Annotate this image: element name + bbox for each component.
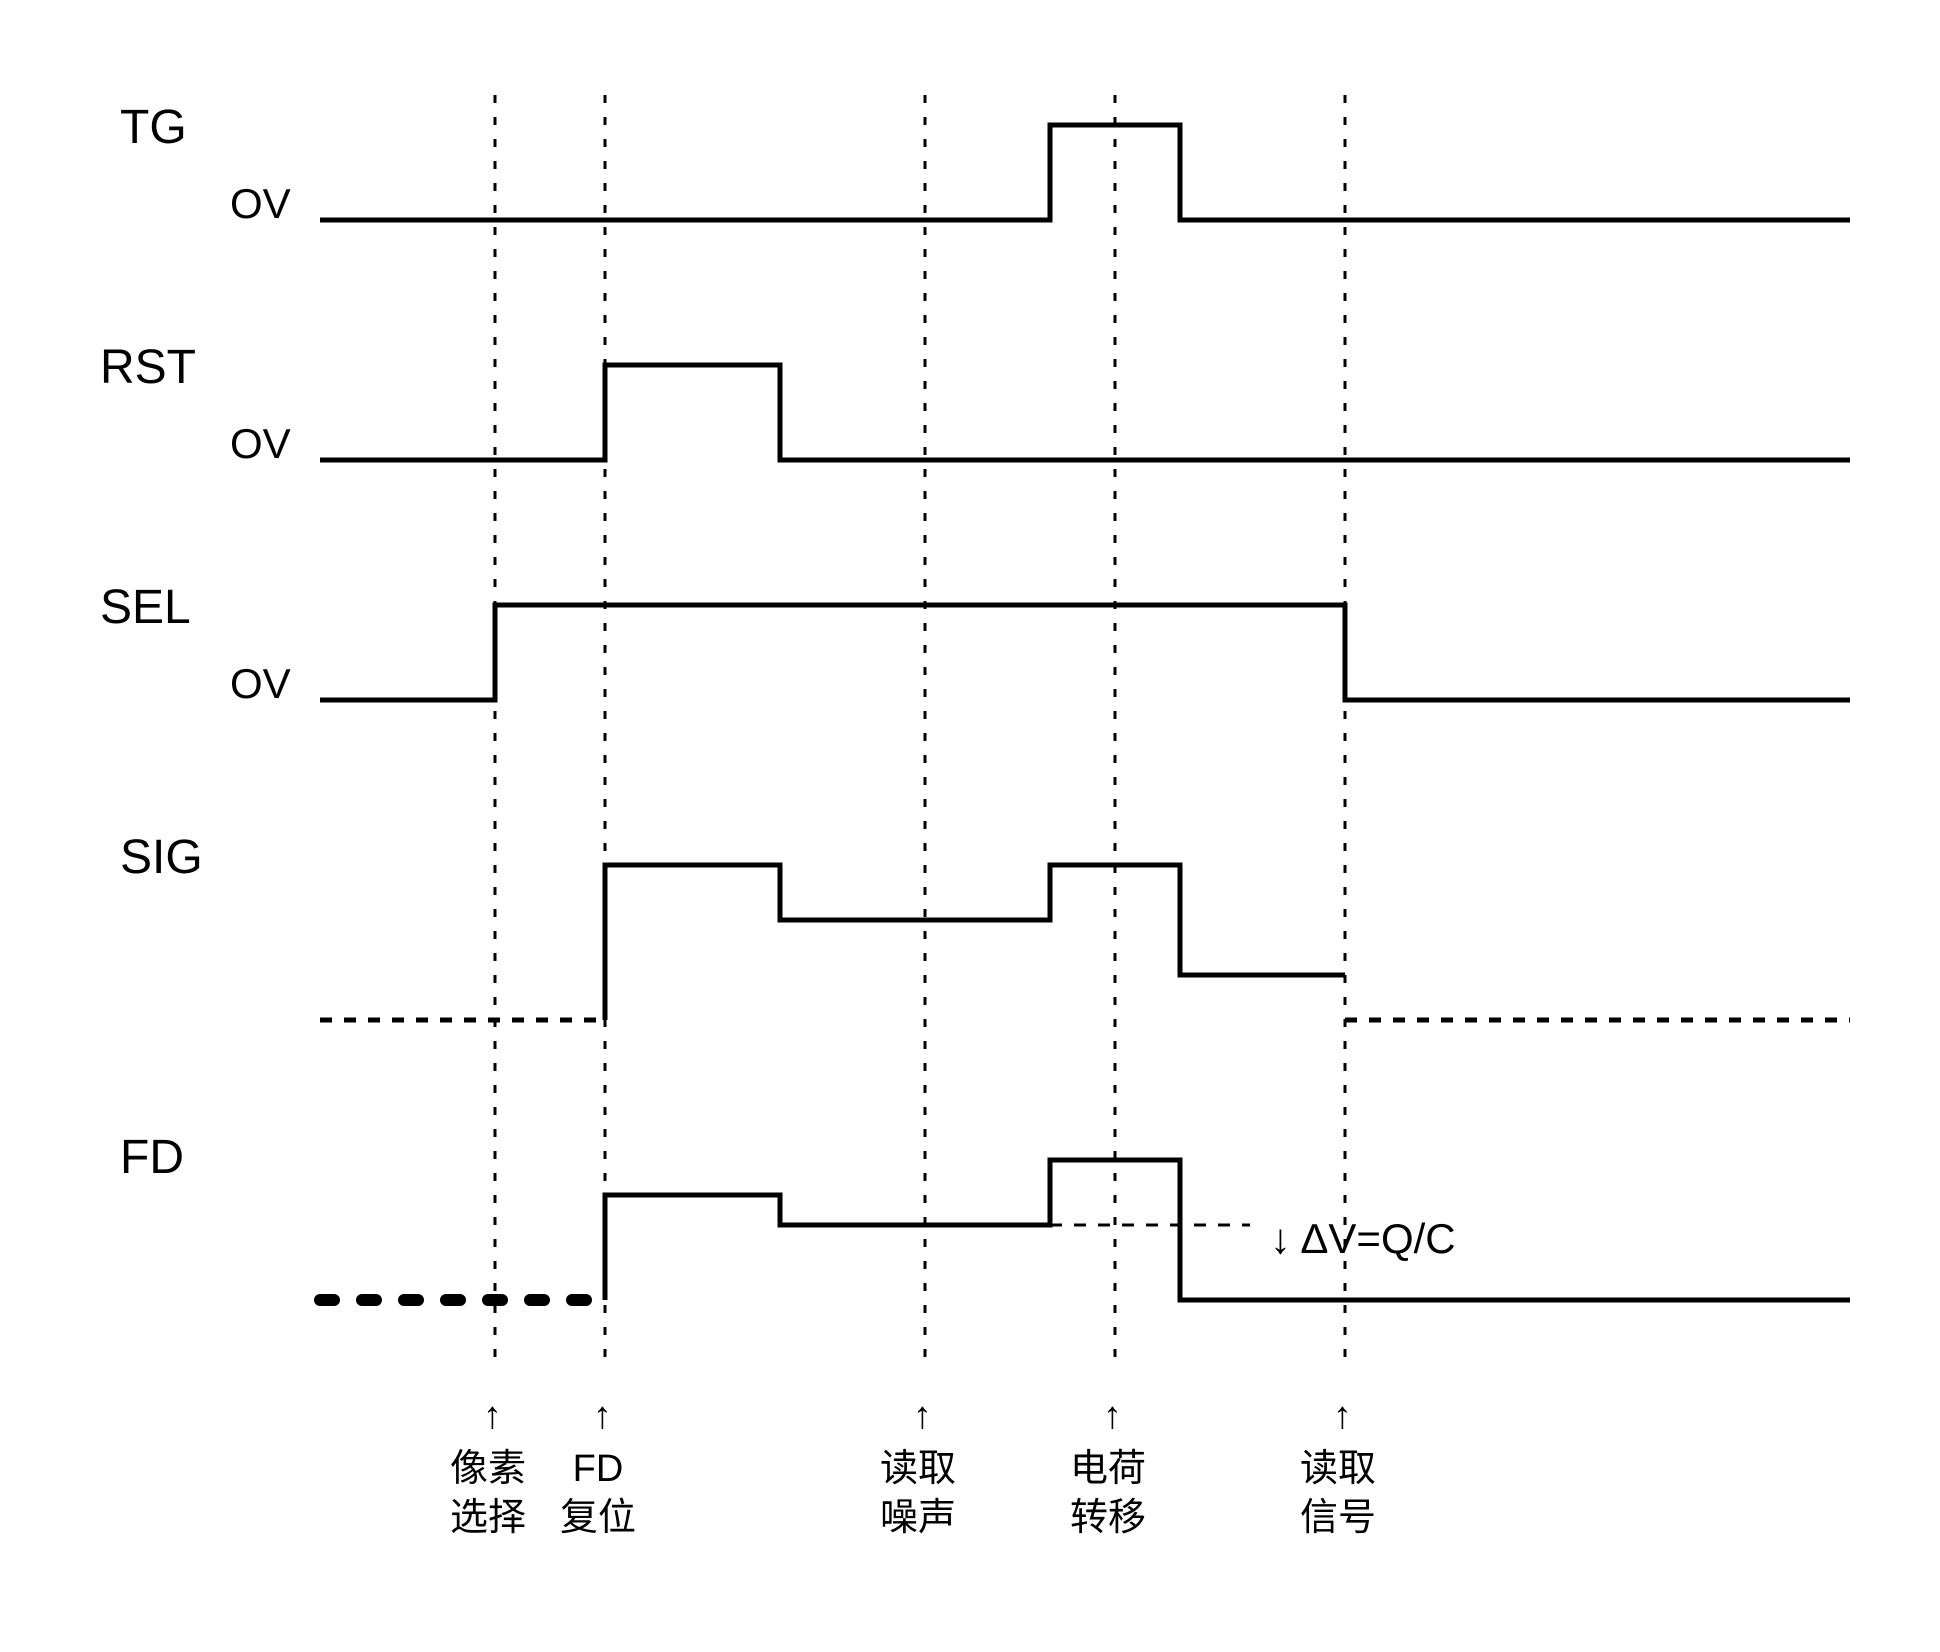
phase-label-line2-1: 复位: [560, 1494, 636, 1543]
phase-label-3: 电荷转移: [1070, 1445, 1146, 1544]
waveform-fd: [605, 1160, 1850, 1300]
diagram-svg: [0, 0, 1940, 1652]
phase-label-line1-3: 电荷: [1070, 1445, 1146, 1494]
phase-label-1: FD复位: [560, 1445, 636, 1544]
waveform-sel: [320, 605, 1850, 700]
phase-arrow-3: ↑: [1103, 1395, 1122, 1438]
phase-label-line1-0: 像素: [450, 1445, 526, 1494]
phase-label-2: 读取噪声: [880, 1445, 956, 1544]
waveform-rst: [320, 365, 1850, 460]
level-label-sel: OV: [230, 660, 291, 708]
delta-v-annotation: ↓ ΔV=Q/C: [1270, 1215, 1456, 1263]
signal-label-sig: SIG: [120, 830, 203, 885]
waveform-tg: [320, 125, 1850, 220]
phase-label-line2-3: 转移: [1070, 1494, 1146, 1543]
waveform-sig: [605, 865, 1345, 1020]
level-label-tg: OV: [230, 180, 291, 228]
phase-arrow-2: ↑: [913, 1395, 932, 1438]
phase-arrow-0: ↑: [483, 1395, 502, 1438]
phase-label-4: 读取信号: [1300, 1445, 1376, 1544]
phase-arrow-1: ↑: [593, 1395, 612, 1438]
timing-diagram: [0, 0, 1940, 1652]
signal-label-rst: RST: [100, 340, 196, 395]
signal-label-fd: FD: [120, 1130, 184, 1185]
phase-label-line1-2: 读取: [880, 1445, 956, 1494]
phase-label-line2-0: 选择: [450, 1494, 526, 1543]
level-label-rst: OV: [230, 420, 291, 468]
phase-label-line1-1: FD: [560, 1445, 636, 1494]
phase-label-line1-4: 读取: [1300, 1445, 1376, 1494]
signal-label-tg: TG: [120, 100, 187, 155]
phase-label-line2-4: 信号: [1300, 1494, 1376, 1543]
phase-label-0: 像素选择: [450, 1445, 526, 1544]
signal-label-sel: SEL: [100, 580, 191, 635]
phase-label-line2-2: 噪声: [880, 1494, 956, 1543]
phase-arrow-4: ↑: [1333, 1395, 1352, 1438]
